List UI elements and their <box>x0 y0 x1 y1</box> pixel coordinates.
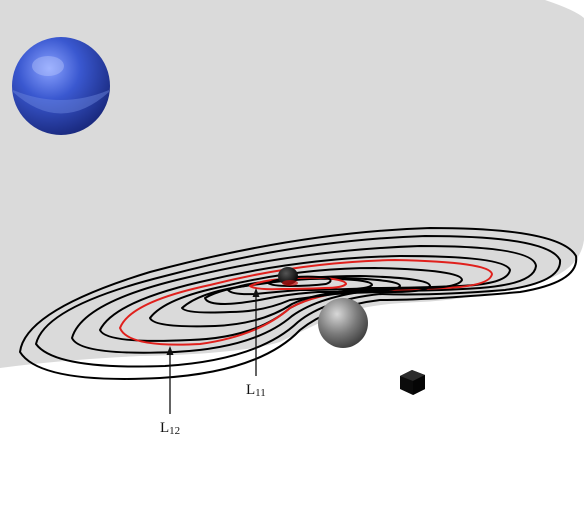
central-body <box>278 267 298 286</box>
contour-1 <box>19 227 578 380</box>
arrow-L12-head <box>166 346 174 355</box>
black-cube <box>400 370 425 395</box>
contour-highlight-L12 <box>119 259 493 346</box>
contour-lines <box>19 227 578 380</box>
blue-sphere <box>12 37 110 135</box>
leader-arrows <box>166 288 260 414</box>
contour-3 <box>71 245 537 354</box>
gray-plane <box>0 0 584 368</box>
arrow-L11-head <box>252 288 260 297</box>
contour-2 <box>35 235 562 368</box>
label-L11: L11 <box>246 382 266 399</box>
label-L12: L12 <box>160 420 180 437</box>
gray-sphere <box>318 298 368 348</box>
